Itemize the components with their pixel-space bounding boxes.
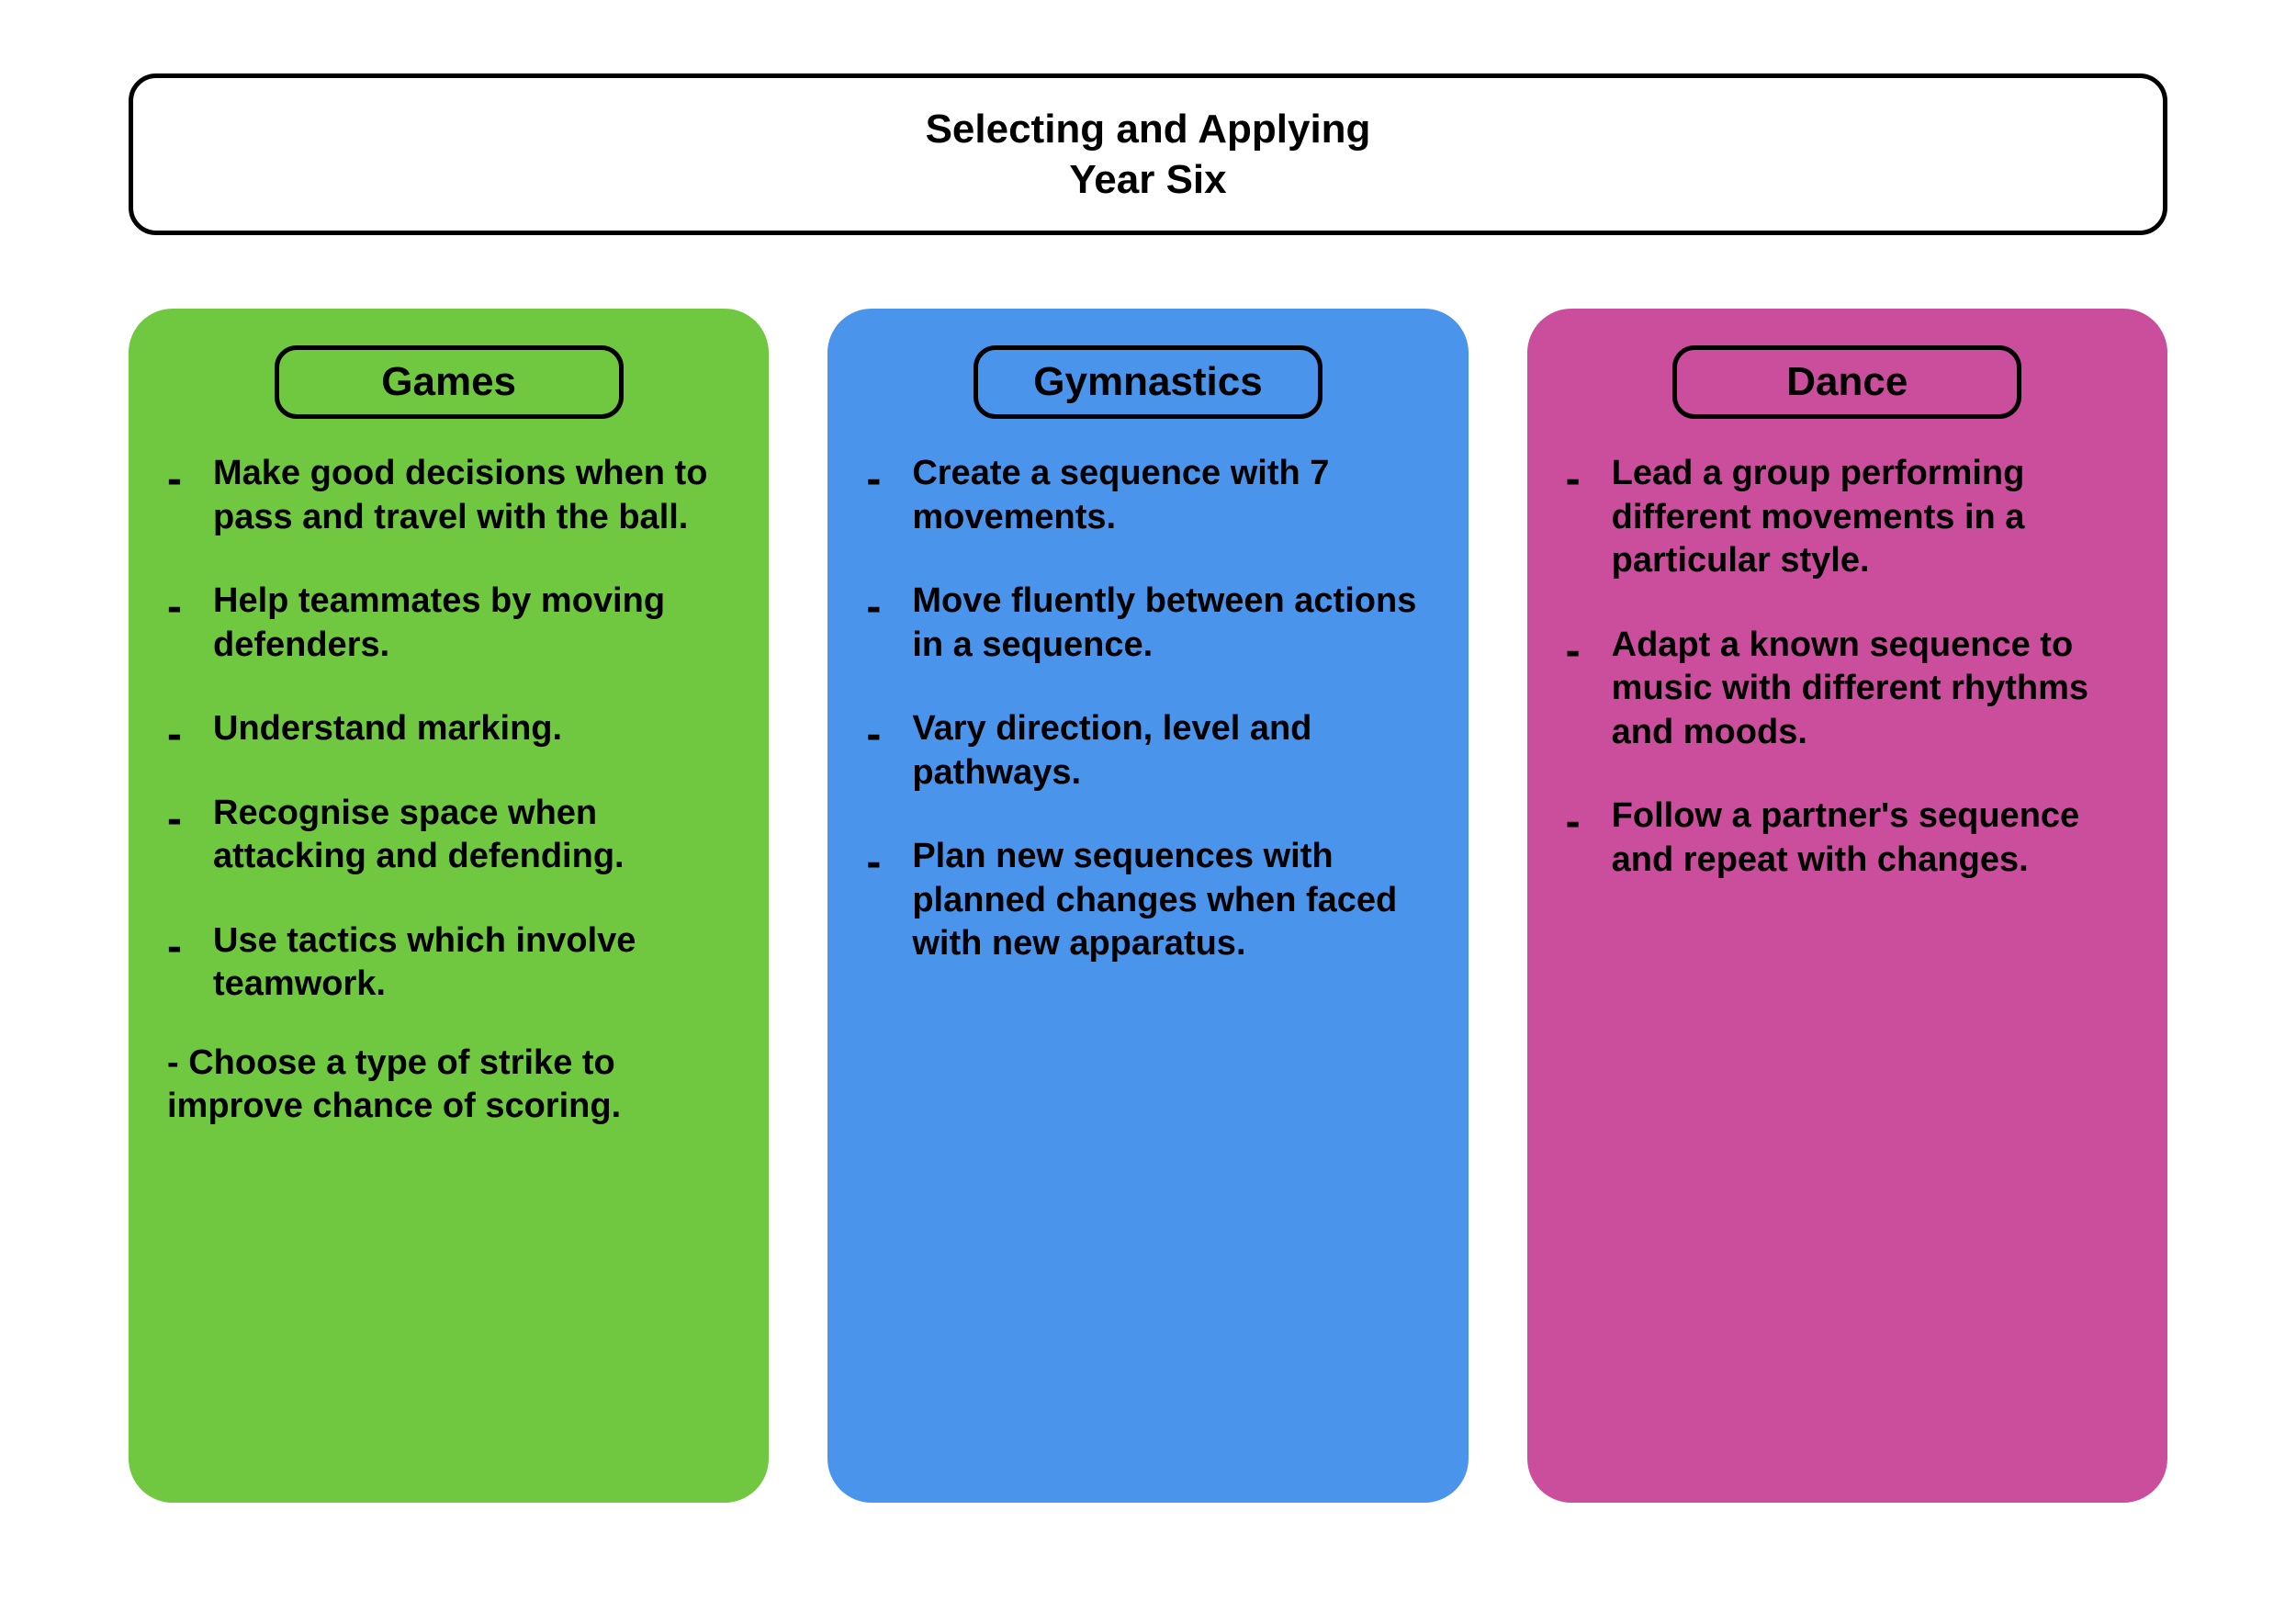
list-item: Help teammates by moving defenders. — [167, 580, 730, 667]
list-item: Recognise space when attacking and defen… — [167, 792, 730, 879]
card-title: Gymnastics — [1033, 359, 1262, 404]
card-title: Games — [381, 359, 516, 404]
card-items: Make good decisions when to pass and tra… — [151, 452, 747, 1007]
plain-tail-item: - Choose a type of strike to improve cha… — [151, 1042, 747, 1129]
list-item: Plan new sequences with planned changes … — [866, 835, 1429, 966]
card-games: Games Make good decisions when to pass an… — [129, 309, 769, 1503]
header-line-2: Year Six — [170, 154, 2126, 205]
card-title-box: Games — [275, 345, 624, 419]
card-dance: Dance Lead a group performing different m… — [1527, 309, 2167, 1503]
card-items: Create a sequence with 7 movements. Move … — [850, 452, 1446, 966]
list-item: Move fluently between actions in a seque… — [866, 580, 1429, 667]
list-item: Follow a partner's sequence and repeat w… — [1566, 795, 2129, 882]
card-items: Lead a group performing different moveme… — [1549, 452, 2145, 882]
card-title: Dance — [1786, 359, 1908, 404]
columns-container: Games Make good decisions when to pass an… — [129, 309, 2167, 1503]
card-gymnastics: Gymnastics Create a sequence with 7 movem… — [827, 309, 1468, 1503]
header-line-1: Selecting and Applying — [170, 104, 2126, 154]
list-item: Vary direction, level and pathways. — [866, 707, 1429, 795]
list-item: Adapt a known sequence to music with dif… — [1566, 624, 2129, 755]
page-header-box: Selecting and Applying Year Six — [129, 73, 2167, 235]
list-item: Use tactics which involve teamwork. — [167, 919, 730, 1007]
list-item: Understand marking. — [167, 707, 730, 751]
card-title-box: Dance — [1672, 345, 2021, 419]
card-title-box: Gymnastics — [974, 345, 1322, 419]
list-item: Create a sequence with 7 movements. — [866, 452, 1429, 539]
list-item: Lead a group performing different moveme… — [1566, 452, 2129, 583]
list-item: Make good decisions when to pass and tra… — [167, 452, 730, 539]
